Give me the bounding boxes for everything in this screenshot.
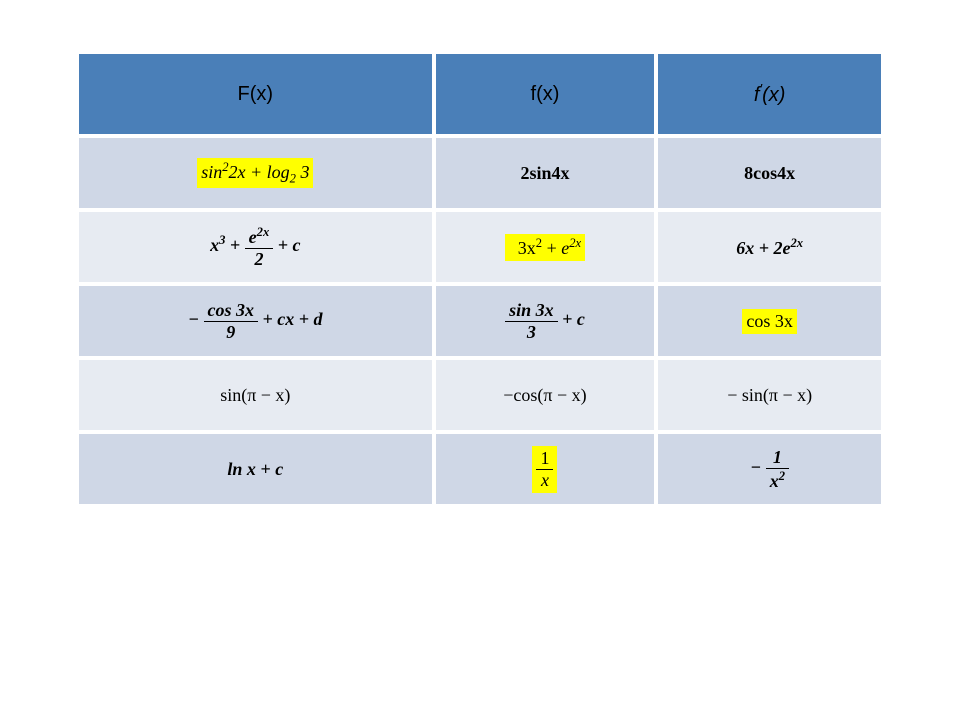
header-col1-label: F(x): [238, 83, 274, 105]
cell-r2c3: 6x + 2e2x: [658, 212, 881, 282]
cell-r3c3-content: cos 3x: [742, 309, 797, 334]
cell-r5c1-content: ln x + c: [227, 459, 283, 479]
cell-r3c3: cos 3x: [658, 286, 881, 356]
header-col2: f(x): [436, 54, 655, 134]
table-header-row: F(x) f(x) f′(x): [79, 54, 881, 134]
table-row: − cos 3x9 + cx + d sin 3x3 + c cos 3x: [79, 286, 881, 356]
cell-r4c3-content: − sin(π − x): [727, 385, 812, 405]
cell-r4c1: sin(π − x): [79, 360, 432, 430]
cell-r3c1-content: − cos 3x9 + cx + d: [188, 309, 322, 329]
cell-r1c2-content: 2sin4x: [520, 163, 569, 183]
cell-r2c2: 3x2 + e2x: [436, 212, 655, 282]
table-row: ln x + c 1x − 1x2: [79, 434, 881, 504]
cell-r1c3: 8cos4x: [658, 138, 881, 208]
table-row: x3 + e2x2 + c 3x2 + e2x 6x + 2e2x: [79, 212, 881, 282]
header-col2-label: f(x): [531, 83, 560, 105]
cell-r3c2-content: sin 3x3 + c: [505, 309, 585, 329]
derivatives-table: F(x) f(x) f′(x) sin22x + log2 3 2sin4x 8…: [75, 50, 885, 508]
cell-r2c1-content: x3 + e2x2 + c: [210, 235, 300, 255]
cell-r5c3: − 1x2: [658, 434, 881, 504]
table-row: sin22x + log2 3 2sin4x 8cos4x: [79, 138, 881, 208]
header-col3: f′(x): [658, 54, 881, 134]
cell-r4c2-content: −cos(π − x): [503, 385, 586, 405]
cell-r2c2-content: 3x2 + e2x: [505, 234, 585, 261]
cell-r1c2: 2sin4x: [436, 138, 655, 208]
cell-r5c2: 1x: [436, 434, 655, 504]
cell-r5c3-content: − 1x2: [750, 457, 789, 477]
header-col3-label: f′(x): [754, 84, 786, 106]
cell-r2c3-content: 6x + 2e2x: [736, 238, 803, 258]
cell-r1c1-content: sin22x + log2 3: [197, 158, 313, 189]
table-row: sin(π − x) −cos(π − x) − sin(π − x): [79, 360, 881, 430]
cell-r3c2: sin 3x3 + c: [436, 286, 655, 356]
cell-r5c1: ln x + c: [79, 434, 432, 504]
cell-r1c3-content: 8cos4x: [744, 163, 795, 183]
header-col1: F(x): [79, 54, 432, 134]
cell-r2c1: x3 + e2x2 + c: [79, 212, 432, 282]
cell-r5c2-content: 1x: [532, 446, 557, 493]
cell-r1c1: sin22x + log2 3: [79, 138, 432, 208]
cell-r4c3: − sin(π − x): [658, 360, 881, 430]
cell-r4c2: −cos(π − x): [436, 360, 655, 430]
cell-r3c1: − cos 3x9 + cx + d: [79, 286, 432, 356]
cell-r4c1-content: sin(π − x): [220, 385, 290, 405]
